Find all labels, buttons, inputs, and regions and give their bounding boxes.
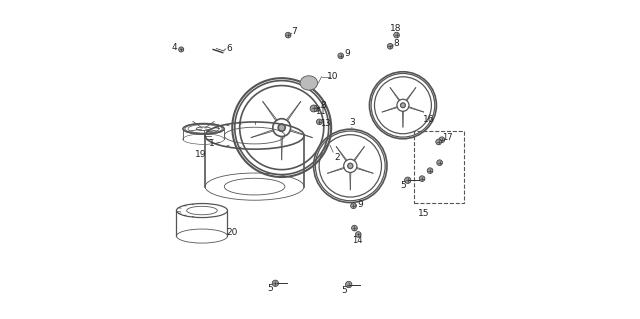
Circle shape	[348, 163, 353, 168]
Text: 9: 9	[357, 200, 363, 209]
Text: 3: 3	[349, 118, 355, 127]
Circle shape	[436, 160, 442, 166]
Text: 5: 5	[401, 181, 406, 190]
Text: 19: 19	[195, 150, 206, 159]
Circle shape	[278, 124, 285, 131]
Circle shape	[338, 53, 344, 59]
Circle shape	[314, 106, 320, 111]
Text: 14: 14	[352, 236, 363, 245]
Circle shape	[310, 105, 317, 112]
Circle shape	[351, 203, 356, 209]
Circle shape	[387, 43, 393, 49]
Circle shape	[272, 280, 278, 286]
Text: 17: 17	[442, 133, 453, 142]
Text: 20: 20	[227, 228, 238, 237]
Circle shape	[179, 47, 184, 52]
Text: 18: 18	[390, 24, 402, 33]
Text: 6: 6	[226, 44, 232, 53]
Bar	[414, 131, 463, 203]
Text: 8: 8	[320, 101, 326, 110]
Circle shape	[427, 168, 433, 174]
Circle shape	[285, 32, 291, 38]
Circle shape	[439, 137, 445, 143]
Text: 4: 4	[172, 43, 178, 52]
Text: 15: 15	[418, 209, 429, 218]
Text: 16: 16	[423, 115, 435, 124]
Text: 8: 8	[394, 39, 399, 48]
Circle shape	[351, 225, 357, 231]
Text: 9: 9	[344, 49, 350, 58]
Circle shape	[346, 281, 352, 288]
Text: 13: 13	[321, 119, 331, 128]
Text: 5: 5	[268, 284, 273, 293]
Circle shape	[355, 232, 361, 237]
Text: 11: 11	[315, 107, 325, 116]
Text: 7: 7	[292, 27, 298, 36]
Ellipse shape	[300, 76, 317, 90]
Circle shape	[394, 32, 399, 38]
Text: 10: 10	[327, 72, 339, 81]
Text: 2: 2	[335, 153, 340, 162]
Circle shape	[436, 139, 442, 145]
Circle shape	[401, 103, 405, 108]
Circle shape	[404, 177, 411, 183]
Text: 5: 5	[341, 286, 347, 295]
Text: 1: 1	[209, 139, 214, 148]
Circle shape	[317, 119, 322, 125]
Circle shape	[419, 176, 425, 182]
